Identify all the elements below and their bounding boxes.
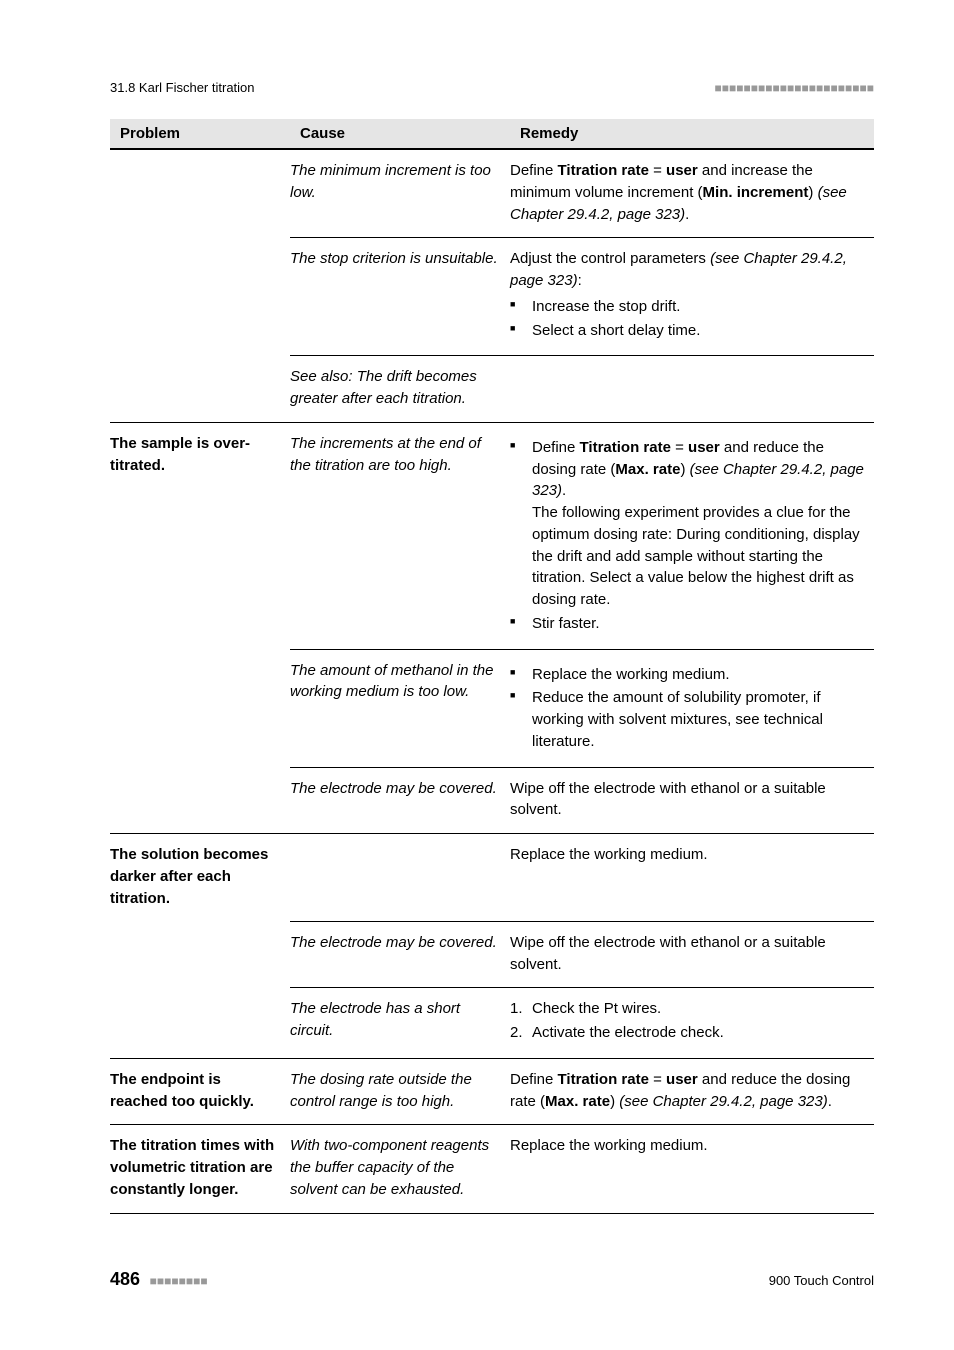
cell-remedy xyxy=(510,356,874,423)
table-row: The solution becomes darker after each t… xyxy=(110,834,874,922)
table-row: The sample is over-titrated.The incremen… xyxy=(110,422,874,649)
header-dashes: ■■■■■■■■■■■■■■■■■■■■■■ xyxy=(715,81,874,95)
remedy-bullet-list: Increase the stop drift.Select a short d… xyxy=(510,296,864,342)
troubleshooting-table: Problem Cause Remedy The minimum increme… xyxy=(110,119,874,1214)
remedy-text: Replace the working medium. xyxy=(510,1137,708,1154)
cell-problem xyxy=(110,649,290,767)
remedy-bullet-list: Replace the working medium.Reduce the am… xyxy=(510,664,864,753)
table-row: The endpoint is reached too quickly.The … xyxy=(110,1058,874,1125)
table-row: The minimum increment is too low.Define … xyxy=(110,149,874,238)
cell-cause: The electrode may be covered. xyxy=(290,767,510,834)
remedy-text: Replace the working medium. xyxy=(510,846,708,863)
list-item: 2.Activate the electrode check. xyxy=(510,1022,864,1044)
list-item: Increase the stop drift. xyxy=(510,296,864,318)
table-header-row: Problem Cause Remedy xyxy=(110,119,874,149)
cell-cause: The minimum increment is too low. xyxy=(290,149,510,238)
cell-remedy: Replace the working medium. xyxy=(510,1125,874,1213)
list-item: Replace the working medium. xyxy=(510,664,864,686)
cell-problem: The sample is over-titrated. xyxy=(110,422,290,649)
page-number: 486 xyxy=(110,1269,140,1289)
cell-cause: See also: The drift becomes greater afte… xyxy=(290,356,510,423)
cell-remedy: 1.Check the Pt wires.2.Activate the elec… xyxy=(510,988,874,1059)
cell-problem xyxy=(110,149,290,238)
cell-problem xyxy=(110,238,290,356)
col-header-cause: Cause xyxy=(290,119,510,149)
table-row: The amount of methanol in the working me… xyxy=(110,649,874,767)
cell-cause xyxy=(290,834,510,922)
remedy-text: Define Titration rate = user and reduce … xyxy=(510,1071,850,1110)
remedy-bullet-list: Define Titration rate = user and reduce … xyxy=(510,437,864,635)
page: 31.8 Karl Fischer titration ■■■■■■■■■■■■… xyxy=(0,0,954,1350)
cell-remedy: Wipe off the electrode with ethanol or a… xyxy=(510,921,874,988)
cell-remedy: Adjust the control parameters (see Chapt… xyxy=(510,238,874,356)
cell-cause: The stop criterion is unsuitable. xyxy=(290,238,510,356)
cell-problem: The solution becomes darker after each t… xyxy=(110,834,290,922)
remedy-text: Wipe off the electrode with ethanol or a… xyxy=(510,934,826,973)
table-row: See also: The drift becomes greater afte… xyxy=(110,356,874,423)
table-row: The stop criterion is unsuitable.Adjust … xyxy=(110,238,874,356)
cell-problem: The endpoint is reached too quickly. xyxy=(110,1058,290,1125)
product-name: 900 Touch Control xyxy=(769,1273,874,1288)
cell-cause: The amount of methanol in the working me… xyxy=(290,649,510,767)
list-item: Define Titration rate = user and reduce … xyxy=(510,437,864,611)
cell-remedy: Define Titration rate = user and reduce … xyxy=(510,422,874,649)
col-header-remedy: Remedy xyxy=(510,119,874,149)
table-row: The electrode has a short circuit.1.Chec… xyxy=(110,988,874,1059)
list-item: Stir faster. xyxy=(510,613,864,635)
cell-cause: With two-component reagents the buffer c… xyxy=(290,1125,510,1213)
table-row: The electrode may be covered.Wipe off th… xyxy=(110,767,874,834)
list-item: 1.Check the Pt wires. xyxy=(510,998,864,1020)
page-footer: 486 ■■■■■■■■ 900 Touch Control xyxy=(110,1269,874,1290)
cell-cause: The dosing rate outside the control rang… xyxy=(290,1058,510,1125)
cell-remedy: Replace the working medium. xyxy=(510,834,874,922)
remedy-numbered-list: 1.Check the Pt wires.2.Activate the elec… xyxy=(510,998,864,1044)
table-row: The titration times with volumetric titr… xyxy=(110,1125,874,1213)
running-header: 31.8 Karl Fischer titration ■■■■■■■■■■■■… xyxy=(110,80,874,95)
cell-remedy: Define Titration rate = user and increas… xyxy=(510,149,874,238)
remedy-text: Define Titration rate = user and increas… xyxy=(510,162,847,223)
section-label: 31.8 Karl Fischer titration xyxy=(110,80,255,95)
cell-cause: The increments at the end of the titrati… xyxy=(290,422,510,649)
col-header-problem: Problem xyxy=(110,119,290,149)
list-item: Reduce the amount of solubility promoter… xyxy=(510,687,864,752)
remedy-text: Wipe off the electrode with ethanol or a… xyxy=(510,780,826,819)
table-row: The electrode may be covered.Wipe off th… xyxy=(110,921,874,988)
remedy-text: Adjust the control parameters (see Chapt… xyxy=(510,250,847,289)
cell-problem: The titration times with volumetric titr… xyxy=(110,1125,290,1213)
footer-left: 486 ■■■■■■■■ xyxy=(110,1269,208,1290)
cell-remedy: Define Titration rate = user and reduce … xyxy=(510,1058,874,1125)
cell-problem xyxy=(110,356,290,423)
cell-problem xyxy=(110,767,290,834)
footer-dashes: ■■■■■■■■ xyxy=(150,1274,208,1288)
cell-cause: The electrode has a short circuit. xyxy=(290,988,510,1059)
list-item: Select a short delay time. xyxy=(510,320,864,342)
cell-problem xyxy=(110,988,290,1059)
cell-remedy: Wipe off the electrode with ethanol or a… xyxy=(510,767,874,834)
cell-cause: The electrode may be covered. xyxy=(290,921,510,988)
cell-problem xyxy=(110,921,290,988)
cell-remedy: Replace the working medium.Reduce the am… xyxy=(510,649,874,767)
